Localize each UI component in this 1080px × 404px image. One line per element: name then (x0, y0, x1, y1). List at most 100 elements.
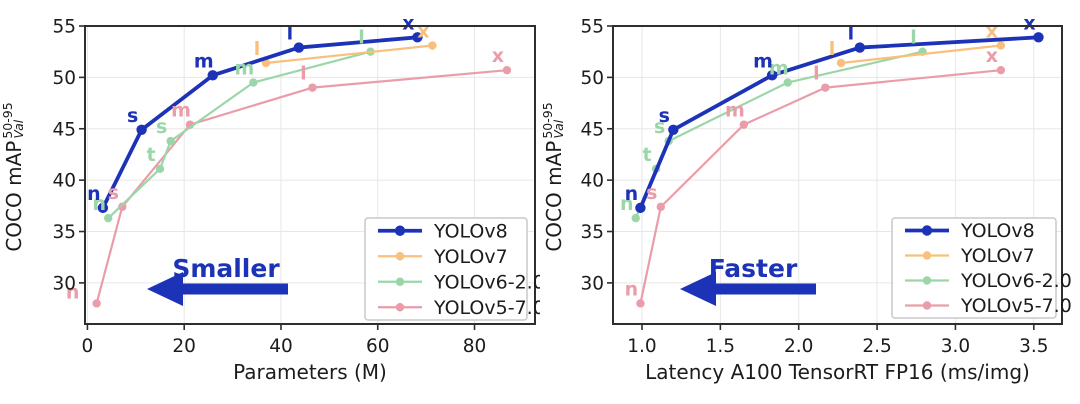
annotation-text: Faster (709, 254, 798, 283)
legend-box (364, 217, 528, 321)
point-label-YOLOv5-7.0-l: l (813, 63, 820, 85)
point-label-YOLOv8-n: n (87, 183, 101, 205)
legend-label-YOLOv6-2.0: YOLOv6-2.0 (433, 271, 540, 293)
legend-label-YOLOv7: YOLOv7 (960, 245, 1035, 267)
point-label-YOLOv8-s: s (659, 105, 670, 127)
point-label-YOLOv6-2.0-t: t (146, 144, 155, 166)
series-line-YOLOv8 (101, 35, 420, 210)
point-label-YOLOv8-m: m (753, 50, 773, 72)
data-point-YOLOv8-s (668, 124, 679, 135)
data-point-YOLOv5-7.0-n (92, 299, 101, 308)
data-point-YOLOv8-x (1033, 32, 1044, 43)
legend-marker-YOLOv6-2.0 (395, 277, 405, 286)
point-label-YOLOv5-7.0-x: x (492, 45, 504, 67)
legend-marker-YOLOv7 (395, 252, 405, 261)
left-arrow-icon (680, 272, 816, 306)
data-point-YOLOv6-2.0-t (155, 164, 165, 174)
y-tick-label: 40 (580, 171, 604, 192)
point-label-YOLOv5-7.0-s: s (646, 182, 657, 204)
point-label-YOLOv8-x: x (1023, 12, 1035, 34)
annotation-text: Smaller (172, 254, 280, 283)
data-point-YOLOv7-l (836, 58, 846, 68)
x-tick-label: 3.0 (941, 336, 970, 357)
y-tick-label: 55 (580, 17, 604, 38)
point-label-YOLOv6-2.0-l: l (910, 27, 917, 49)
y-tick-label: 55 (52, 17, 76, 38)
series-line-YOLOv7 (264, 44, 434, 65)
point-label-YOLOv6-2.0-m: m (234, 58, 254, 80)
series-line-YOLOv7 (839, 44, 1002, 65)
data-point-YOLOv8-l (854, 42, 866, 53)
legend-marker-YOLOv8 (921, 225, 933, 236)
point-label-YOLOv7-x: x (986, 21, 998, 43)
legend-label-YOLOv5-7.0: YOLOv5-7.0 (960, 295, 1072, 317)
point-label-YOLOv8-m: m (194, 50, 214, 72)
point-label-YOLOv8-l: l (287, 23, 294, 45)
point-label-YOLOv6-2.0-s: s (156, 116, 167, 138)
data-point-YOLOv5-7.0-s (118, 202, 127, 212)
x-tick-label: 2.0 (784, 336, 813, 357)
y-tick-label: 30 (580, 273, 604, 294)
data-point-YOLOv8-n (635, 202, 646, 214)
legend-marker-YOLOv8 (394, 225, 406, 236)
point-label-YOLOv8-l: l (848, 23, 855, 45)
x-tick-label: 0 (82, 336, 94, 357)
data-point-YOLOv6-2.0-m (783, 78, 792, 87)
data-point-YOLOv6-2.0-s (166, 136, 175, 146)
point-label-YOLOv6-2.0-s: s (654, 116, 665, 138)
data-point-YOLOv7-x (996, 41, 1006, 50)
point-label-YOLOv6-2.0-n: n (92, 193, 106, 215)
legend-box (891, 217, 1057, 319)
data-point-YOLOv5-7.0-s (656, 202, 665, 212)
y-tick-label: 50 (580, 68, 604, 89)
data-point-YOLOv6-2.0-n (104, 213, 113, 223)
legend-marker-YOLOv5-7.0 (922, 301, 932, 310)
plot-frame (84, 25, 536, 325)
data-point-YOLOv5-7.0-l (821, 83, 830, 92)
data-point-YOLOv8-s (136, 124, 147, 135)
point-label-YOLOv7-x: x (417, 21, 429, 43)
point-label-YOLOv6-2.0-l: l (358, 27, 365, 49)
data-point-YOLOv6-2.0-m (249, 78, 258, 87)
point-label-YOLOv6-2.0-n: n (620, 193, 634, 215)
y-tick-label: 40 (52, 171, 76, 192)
point-label-YOLOv8-x: x (402, 12, 414, 34)
plot-frame (612, 25, 1063, 325)
x-tick-label: 1.5 (706, 336, 735, 357)
point-label-YOLOv5-7.0-n: n (625, 278, 639, 300)
point-label-YOLOv5-7.0-m: m (725, 100, 745, 122)
point-label-YOLOv6-2.0-m: m (769, 58, 789, 80)
legend-label-YOLOv8: YOLOv8 (960, 220, 1035, 242)
data-point-YOLOv7-x (428, 41, 437, 50)
data-point-YOLOv8-m (766, 70, 778, 81)
x-tick-label: 80 (463, 336, 487, 357)
y-tick-label: 45 (52, 119, 76, 140)
x-tick-label: 3.5 (1019, 336, 1048, 357)
x-tick-label: 60 (366, 336, 390, 357)
data-point-YOLOv5-7.0-n (636, 299, 645, 308)
left-arrow-icon (147, 272, 288, 306)
y-tick-label: 35 (580, 222, 604, 243)
data-point-YOLOv5-7.0-x (502, 65, 512, 75)
point-label-YOLOv5-7.0-m: m (171, 100, 191, 122)
data-point-YOLOv8-l (293, 42, 305, 53)
x-tick-label: 40 (269, 336, 293, 357)
point-label-YOLOv5-7.0-n: n (66, 281, 80, 303)
legend-marker-YOLOv6-2.0 (922, 276, 932, 285)
point-label-YOLOv5-7.0-s: s (108, 182, 119, 204)
x-tick-label: 2.5 (862, 336, 891, 357)
point-label-YOLOv8-s: s (127, 105, 138, 127)
legend-label-YOLOv6-2.0: YOLOv6-2.0 (960, 270, 1072, 292)
legend-label-YOLOv5-7.0: YOLOv5-7.0 (433, 297, 540, 319)
point-label-YOLOv5-7.0-x: x (986, 45, 998, 67)
data-point-YOLOv8-n (97, 202, 109, 214)
x-axis-label: Parameters (M) (233, 360, 387, 384)
x-tick-label: 20 (172, 336, 196, 357)
legend-marker-YOLOv7 (922, 251, 932, 260)
y-tick-label: 30 (52, 273, 76, 294)
data-point-YOLOv5-7.0-l (308, 83, 317, 92)
data-point-YOLOv8-m (207, 70, 218, 81)
